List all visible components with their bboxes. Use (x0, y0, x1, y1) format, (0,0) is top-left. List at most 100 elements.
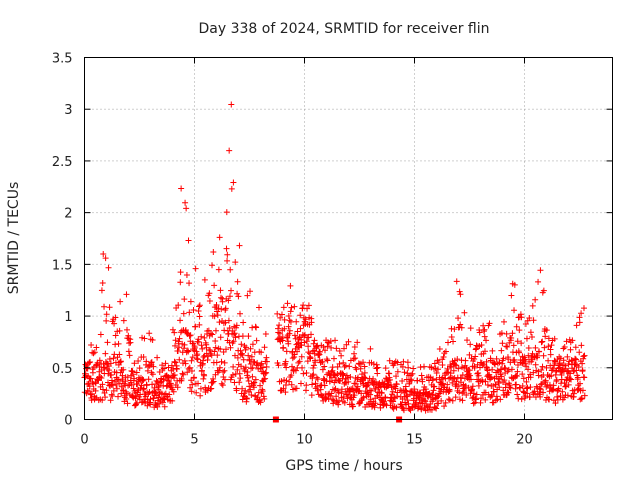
data-point (282, 382, 289, 389)
data-point (418, 406, 425, 413)
data-point (305, 349, 312, 356)
data-point (185, 237, 192, 244)
x-tick-label: 0 (80, 433, 88, 448)
data-point (581, 392, 588, 399)
data-point (118, 383, 125, 390)
data-point (317, 386, 324, 393)
data-point (484, 381, 491, 388)
data-point (390, 394, 397, 401)
data-point (244, 292, 251, 299)
data-point (518, 340, 525, 347)
data-point (263, 369, 270, 376)
data-point (335, 389, 342, 396)
data-point (303, 382, 310, 389)
data-point (532, 344, 539, 351)
data-point (551, 335, 558, 342)
data-point (276, 330, 283, 337)
data-point (125, 382, 132, 389)
data-point (257, 399, 264, 406)
data-point (553, 376, 560, 383)
data-point (118, 390, 125, 397)
data-point (157, 379, 164, 386)
data-point (563, 383, 570, 390)
data-point (516, 327, 523, 334)
data-point (399, 378, 406, 385)
data-point (467, 376, 474, 383)
data-point (578, 342, 585, 349)
data-point (248, 353, 255, 360)
data-point (126, 340, 133, 347)
data-point (212, 344, 219, 351)
data-point (574, 374, 581, 381)
data-point (455, 365, 462, 372)
x-tick-labels: 0 5 10 15 20 (80, 433, 532, 448)
data-point (91, 349, 98, 356)
data-point (242, 346, 249, 353)
data-point (87, 358, 94, 365)
data-point (196, 321, 203, 328)
data-point (454, 356, 461, 363)
data-point (314, 387, 321, 394)
data-point (119, 372, 126, 379)
data-point (304, 305, 311, 312)
data-point (123, 291, 130, 298)
data-point (192, 265, 199, 272)
data-point (145, 376, 152, 383)
data-point (112, 332, 119, 339)
data-point (166, 391, 173, 398)
data-point (391, 384, 398, 391)
data-point (373, 361, 380, 368)
data-point (177, 279, 184, 286)
data-point (106, 367, 113, 374)
data-point (176, 335, 183, 342)
data-point (472, 346, 479, 353)
data-point (555, 386, 562, 393)
data-point (473, 396, 480, 403)
y-tick-labels: 0 0.5 1 1.5 2 2.5 3 3.5 (52, 52, 73, 429)
data-point (185, 365, 192, 372)
data-point (360, 359, 367, 366)
data-points (81, 101, 588, 423)
data-point (339, 370, 346, 377)
data-point (176, 344, 183, 351)
data-point (201, 372, 208, 379)
data-point (281, 316, 288, 323)
data-point (224, 251, 231, 258)
data-point (87, 375, 94, 382)
data-point (399, 363, 406, 370)
data-point (537, 267, 544, 274)
data-point (140, 385, 147, 392)
data-point (181, 296, 188, 303)
data-point (352, 355, 359, 362)
data-point (101, 303, 108, 310)
data-point (128, 381, 135, 388)
data-point (444, 381, 451, 388)
data-point (113, 385, 120, 392)
data-point (120, 317, 127, 324)
data-point (412, 400, 419, 407)
data-point (467, 341, 474, 348)
data-point (563, 377, 570, 384)
data-point (441, 403, 448, 410)
data-point (117, 359, 124, 366)
data-point (196, 302, 203, 309)
data-point (231, 330, 238, 337)
data-point (577, 380, 584, 387)
data-point (204, 357, 211, 364)
data-point (554, 393, 561, 400)
data-point (241, 368, 248, 375)
data-point (92, 380, 99, 387)
data-point (389, 388, 396, 395)
data-point (328, 344, 335, 351)
data-point (106, 356, 113, 363)
data-point (288, 304, 295, 311)
data-point (161, 403, 168, 410)
data-point (261, 344, 268, 351)
data-point (565, 361, 572, 368)
data-point (107, 382, 114, 389)
data-point (445, 396, 452, 403)
data-point (233, 387, 240, 394)
x-tick-label: 15 (406, 433, 423, 448)
data-point (322, 347, 329, 354)
data-point (525, 352, 532, 359)
